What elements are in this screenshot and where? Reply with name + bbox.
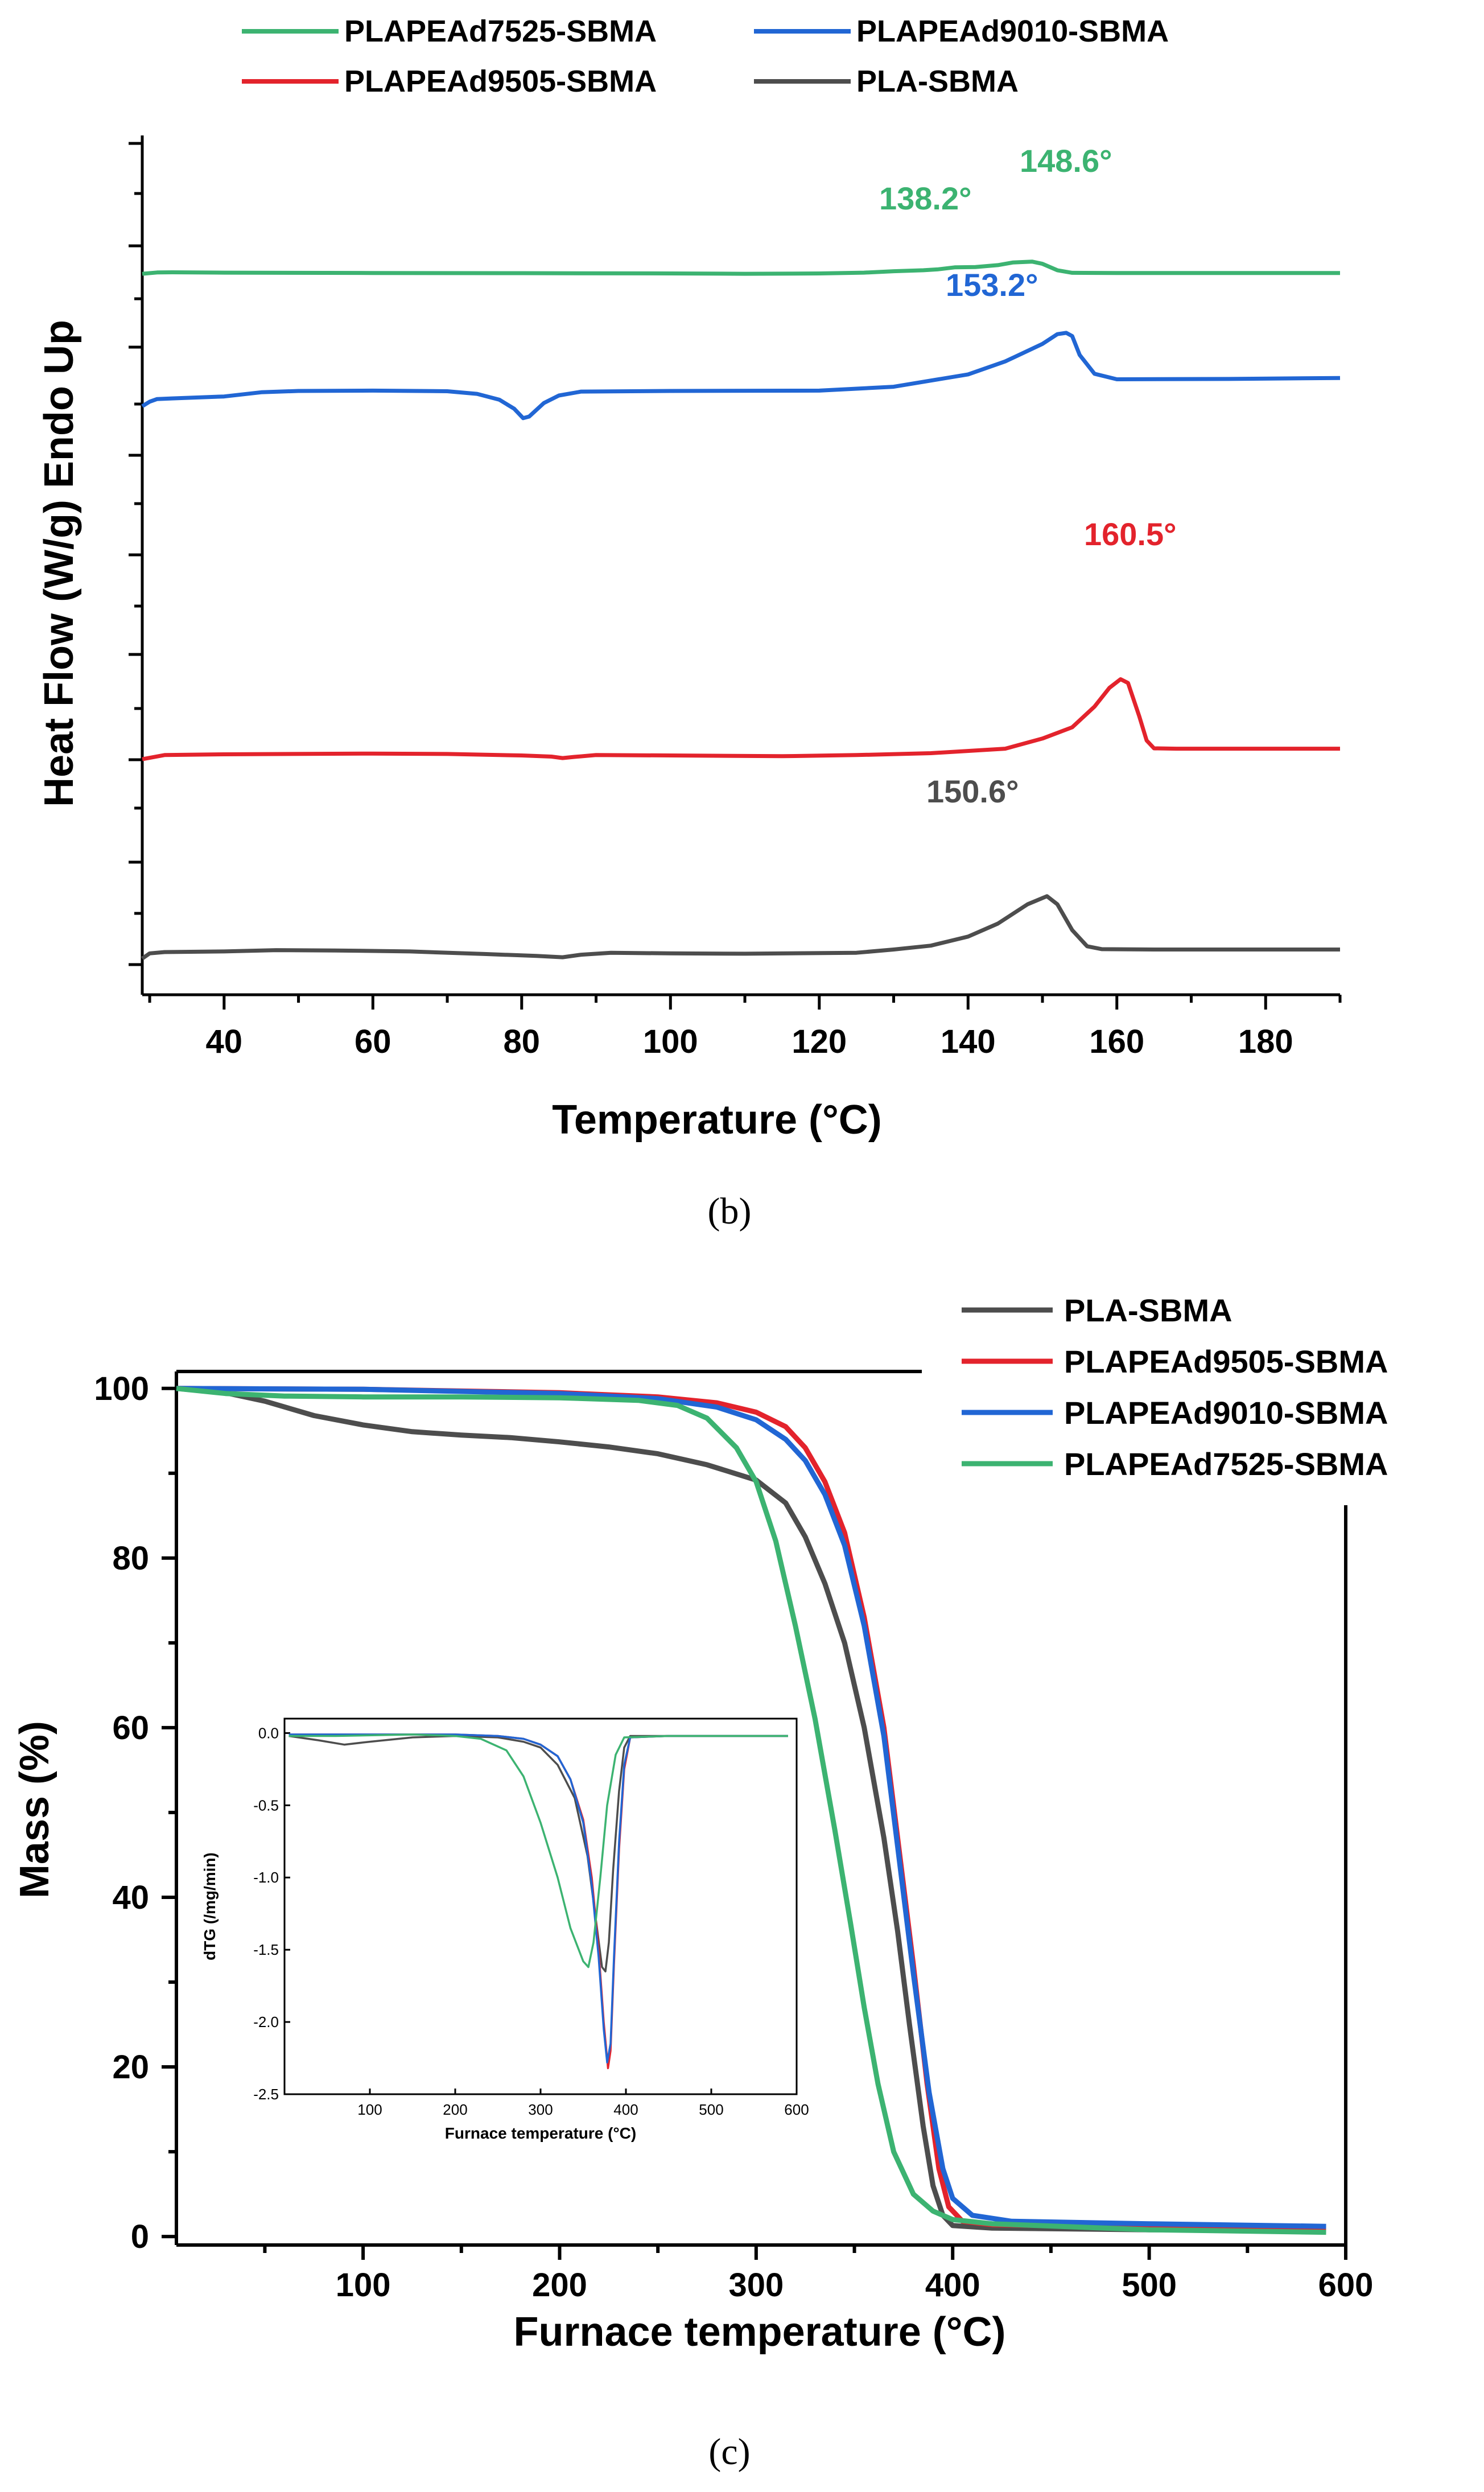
tga-series-line-plapead9010-sbma xyxy=(176,1386,1326,2229)
peak-label-150-6: 150.6° xyxy=(926,773,1019,809)
tga-y-tick-label: 20 xyxy=(112,2049,149,2086)
inset-x-tick-label: 600 xyxy=(784,2101,809,2118)
inset-series-line-plapead7525-sbma xyxy=(288,1733,788,1968)
tga-y-ticks: 0 20 40 60 80 100 xyxy=(94,1370,176,2255)
inset-x-axis-title: Furnace temperature (°C) xyxy=(445,2124,636,2142)
dsc-y-axis-title: Heat Flow (W/g) Endo Up xyxy=(36,320,82,807)
dsc-series xyxy=(141,260,1341,961)
tga-series xyxy=(176,1386,1326,2235)
legend-label-pla: PLA-SBMA xyxy=(856,64,1019,98)
tga-legend-label-7525: PLAPEAd7525-SBMA xyxy=(1064,1446,1388,1482)
tga-x-tick-label: 100 xyxy=(336,2267,391,2304)
peak-label-138-2: 138.2° xyxy=(879,180,972,216)
inset-y-tick-label: -1.0 xyxy=(253,1869,279,1886)
legend-label-7525: PLAPEAd7525-SBMA xyxy=(344,14,657,48)
dsc-legend: PLAPEAd7525-SBMA PLAPEAd9010-SBMA PLAPEA… xyxy=(242,14,1169,98)
tga-axes: 0 20 40 60 80 100 100 200 300 400 500 600 xyxy=(94,1370,1373,2304)
peak-label-153-2: 153.2° xyxy=(946,267,1038,303)
inset-x-tick-label: 100 xyxy=(357,2101,382,2118)
tga-y-tick-label: 100 xyxy=(94,1370,149,1407)
tga-series-line-plapead7525-sbma xyxy=(176,1386,1326,2235)
dsc-series-line-plapead9505-sbma xyxy=(142,677,1340,761)
inset-y-tick-label: 0.0 xyxy=(258,1724,279,1741)
dsc-series-line-pla-sbma xyxy=(141,894,1340,961)
tga-y-tick-label: 0 xyxy=(131,2218,149,2255)
tga-x-axis-title: Furnace temperature (°C) xyxy=(514,2309,1006,2355)
inset-y-ticks: 0.0 -0.5 -1.0 -1.5 -2.0 -2.5 xyxy=(253,1724,290,2103)
dsc-chart: PLAPEAd7525-SBMA PLAPEAd9010-SBMA PLAPEA… xyxy=(36,14,1342,1232)
inset-y-tick-label: -2.0 xyxy=(253,2013,279,2030)
inset-x-tick-label: 300 xyxy=(528,2101,553,2118)
dsc-peak-labels: 138.2° 148.6° 153.2° 160.5° 150.6° xyxy=(879,143,1177,809)
inset-y-tick-label: -1.5 xyxy=(253,1941,279,1958)
tga-legend-label-pla: PLA-SBMA xyxy=(1064,1292,1232,1328)
peak-label-148-6: 148.6° xyxy=(1020,143,1112,179)
inset-y-axis-title: dTG (/mg/min) xyxy=(201,1852,219,1960)
inset-frame xyxy=(283,1717,798,2095)
peak-label-160-5: 160.5° xyxy=(1084,516,1177,552)
dsc-x-ticks: 40 60 80 100 120 140 160 180 xyxy=(148,995,1342,1060)
tga-y-axis-title: Mass (%) xyxy=(12,1721,57,1898)
dsc-x-tick-label: 80 xyxy=(504,1023,541,1060)
dsc-series-line-plapead7525-sbma xyxy=(142,260,1340,276)
tga-legend: PLA-SBMA PLAPEAd9505-SBMA PLAPEAd9010-SB… xyxy=(962,1292,1388,1482)
tga-y-tick-label: 80 xyxy=(112,1540,149,1577)
legend-label-9010: PLAPEAd9010-SBMA xyxy=(856,14,1169,48)
inset-x-tick-label: 400 xyxy=(613,2101,638,2118)
tga-chart: 0 20 40 60 80 100 100 200 300 400 500 600 PLA-SBMA… xyxy=(12,1292,1388,2473)
inset-series-line-pla-sbma xyxy=(288,1735,788,1972)
tga-x-tick-label: 600 xyxy=(1318,2267,1374,2304)
inset-x-tick-label: 500 xyxy=(699,2101,723,2118)
tga-x-ticks: 100 200 300 400 500 600 xyxy=(263,2245,1374,2304)
inset-series xyxy=(288,1733,788,2070)
dsc-x-axis-title: Temperature (°C) xyxy=(552,1097,882,1143)
dsc-x-tick-label: 40 xyxy=(206,1023,243,1060)
panel-label-b: (b) xyxy=(708,1191,752,1232)
dsc-axes: 40 60 80 100 120 140 160 180 xyxy=(129,135,1342,1060)
dsc-x-tick-label: 60 xyxy=(354,1023,391,1060)
tga-legend-label-9010: PLAPEAd9010-SBMA xyxy=(1064,1395,1388,1431)
tga-series-line-pla-sbma xyxy=(176,1386,1326,2234)
tga-x-tick-label: 500 xyxy=(1122,2267,1177,2304)
dsc-x-tick-label: 160 xyxy=(1089,1023,1144,1060)
dsc-x-tick-label: 140 xyxy=(941,1023,996,1060)
tga-x-tick-label: 200 xyxy=(532,2267,587,2304)
inset-y-tick-label: -2.5 xyxy=(253,2086,279,2103)
tga-x-tick-label: 400 xyxy=(925,2267,980,2304)
dsc-x-tick-label: 100 xyxy=(643,1023,698,1060)
dsc-series-line-plapead9010-sbma xyxy=(141,331,1341,421)
legend-label-9505: PLAPEAd9505-SBMA xyxy=(344,64,657,98)
tga-legend-label-9505: PLAPEAd9505-SBMA xyxy=(1064,1344,1388,1379)
inset-x-tick-label: 200 xyxy=(443,2101,467,2118)
dsc-y-ticks xyxy=(129,142,142,966)
inset-x-ticks: 100 200 300 400 500 600 xyxy=(357,2089,809,2118)
dsc-x-tick-label: 120 xyxy=(792,1023,847,1060)
tga-y-tick-label: 40 xyxy=(112,1879,149,1916)
dtg-inset: 0.0 -0.5 -1.0 -1.5 -2.0 -2.5 100 200 300 400 500 6… xyxy=(201,1717,809,2142)
dsc-x-tick-label: 180 xyxy=(1238,1023,1293,1060)
panel-label-c: (c) xyxy=(708,2431,750,2473)
tga-x-tick-label: 300 xyxy=(728,2267,784,2304)
inset-y-tick-label: -0.5 xyxy=(253,1797,279,1814)
tga-y-tick-label: 60 xyxy=(112,1710,149,1747)
